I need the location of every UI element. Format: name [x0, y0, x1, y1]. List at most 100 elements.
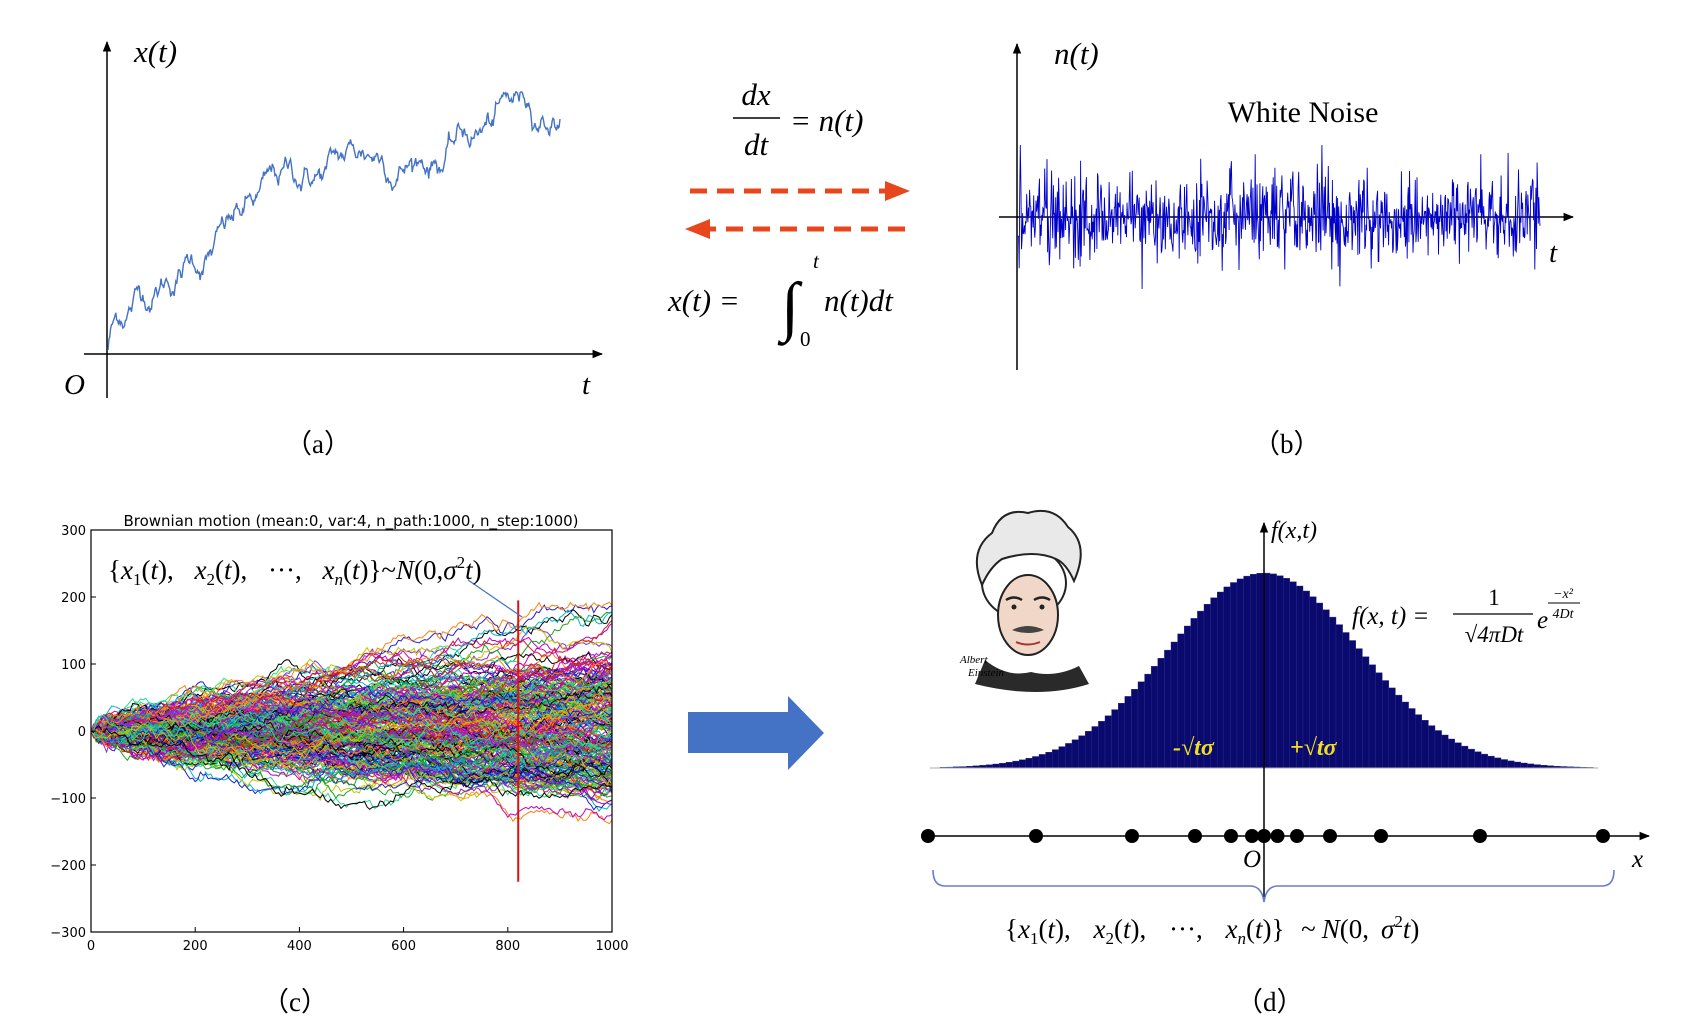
histogram-bar [1527, 763, 1535, 769]
x-tick-label: 1000 [595, 939, 628, 954]
brownian-path [91, 720, 612, 781]
histogram-bar [999, 763, 1007, 769]
histogram-bar [1223, 586, 1231, 769]
histogram-bar [1494, 757, 1502, 769]
histogram-bar [1137, 681, 1145, 769]
histogram-bar [1434, 730, 1442, 769]
svg-text:4Dt: 4Dt [1553, 607, 1575, 622]
sample-point [1473, 829, 1487, 843]
histogram-bar [1533, 764, 1541, 769]
panel-a-origin: O [64, 369, 85, 401]
histogram-bar [1084, 731, 1092, 769]
density-formula: f(x, t) = 1 √4πDt e −x² 4Dt [1352, 585, 1580, 647]
histogram-bar [1236, 578, 1244, 769]
histogram-bar [1461, 745, 1469, 769]
histogram-bar [1441, 734, 1449, 769]
histogram-bar [1467, 748, 1475, 769]
histogram-bar [1401, 701, 1409, 769]
histogram-bar [1520, 762, 1528, 769]
sample-point [1596, 829, 1610, 843]
brownian-path [91, 609, 612, 739]
histogram-bar [1104, 715, 1112, 769]
histogram-bar [1058, 746, 1066, 769]
y-tick-label: −100 [50, 792, 86, 807]
panel-c-brownian-paths [91, 601, 612, 825]
histogram-bar [1098, 721, 1106, 769]
panel-d-histogram [930, 572, 1598, 769]
svg-text:−x²: −x² [1553, 587, 1574, 602]
histogram-bar [1447, 738, 1455, 769]
svg-text:{x1(t), x2(t),: {x1(t), x2(t), ···, xn(t)} ~ N(0, σ2t) [1005, 912, 1419, 948]
integral-lhs: x(t) = [667, 283, 740, 318]
histogram-bar [1065, 743, 1073, 769]
histogram-bar [1019, 759, 1027, 769]
einstein-portrait-image: Albert Einstein [959, 509, 1089, 692]
panel-d-caption: （d） [1236, 987, 1304, 1017]
histogram-bar [1243, 575, 1251, 769]
sample-point [1125, 829, 1139, 843]
panel-c-annotation-leader [467, 579, 523, 618]
panel-a-caption: （a） [285, 429, 351, 459]
histogram-bar [1500, 759, 1508, 769]
panel-b-ylabel: n(t) [1054, 36, 1099, 71]
svg-text:Albert: Albert [959, 654, 988, 666]
histogram-bar [1335, 624, 1343, 769]
histogram-bar [1421, 720, 1429, 769]
relation-block: dx dt = n(t) x(t) = ∫ t 0 n(t)dt [667, 77, 910, 351]
y-tick-label: −200 [50, 859, 86, 874]
x-tick-label: 800 [495, 939, 520, 954]
panel-d-brace [932, 869, 1615, 903]
histogram-bar [1045, 752, 1053, 769]
brownian-path [91, 713, 612, 783]
brownian-path [91, 685, 612, 744]
histogram-bar [1342, 632, 1350, 769]
brownian-path [91, 662, 612, 734]
histogram-bar [1117, 703, 1125, 769]
histogram-bar [1078, 735, 1086, 769]
histogram-bar [1480, 753, 1488, 769]
panel-a-random-walk [107, 91, 561, 351]
sample-point [1245, 829, 1259, 843]
svg-text:{x1(t), x2(t),: {x1(t), x2(t), ···, xn(t)}~N(0,σ2t) [108, 553, 482, 589]
histogram-bar [1381, 680, 1389, 769]
histogram-bar [1144, 673, 1152, 769]
sample-point [1374, 829, 1388, 843]
svg-text:f(x, t) =: f(x, t) = [1352, 603, 1429, 630]
histogram-bar [1111, 709, 1119, 769]
svg-text:e: e [1537, 607, 1548, 634]
panel-b-caption: （b） [1253, 429, 1321, 459]
panel-d: Albert Einstein f(x,t) -√tσ +√tσ f(x, t)… [921, 509, 1651, 1017]
integral-upper: t [813, 249, 820, 273]
brownian-path [91, 730, 612, 798]
brownian-path [91, 704, 612, 766]
histogram-bar [1269, 573, 1277, 769]
panel-d-xlabel: x [1631, 846, 1643, 873]
brownian-path [91, 706, 612, 782]
panel-d-ylabel: f(x,t) [1271, 518, 1317, 544]
histogram-bar [1487, 755, 1495, 769]
y-tick-label: −300 [50, 926, 86, 941]
sample-point [1290, 829, 1304, 843]
histogram-bar [1012, 760, 1020, 769]
svg-text:1: 1 [1488, 585, 1500, 610]
y-tick-label: 300 [61, 524, 86, 539]
integral-body: n(t)dt [824, 283, 894, 318]
histogram-bar [1355, 648, 1363, 769]
histogram-bar [1216, 591, 1224, 769]
histogram-bar [1005, 762, 1013, 769]
histogram-bar [1362, 656, 1370, 769]
histogram-bar [1230, 582, 1238, 769]
histogram-bar [1368, 664, 1376, 769]
brownian-path [91, 725, 612, 796]
histogram-bar [1428, 725, 1436, 769]
y-tick-label: 100 [61, 658, 86, 673]
panel-d-sample-points [921, 829, 1610, 843]
histogram-bar [1124, 696, 1132, 769]
sample-point [921, 829, 935, 843]
svg-text:√4πDt: √4πDt [1465, 622, 1524, 647]
brownian-path [91, 652, 612, 732]
histogram-bar [1276, 575, 1284, 769]
histogram-bar [1071, 739, 1079, 769]
derivative-numerator: dx [741, 77, 771, 112]
